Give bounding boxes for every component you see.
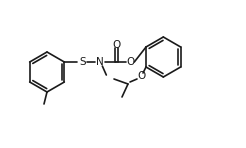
Text: O: O — [137, 71, 145, 81]
Text: O: O — [126, 57, 135, 67]
Text: O: O — [112, 40, 121, 50]
Text: S: S — [79, 57, 86, 67]
Text: N: N — [96, 57, 104, 67]
